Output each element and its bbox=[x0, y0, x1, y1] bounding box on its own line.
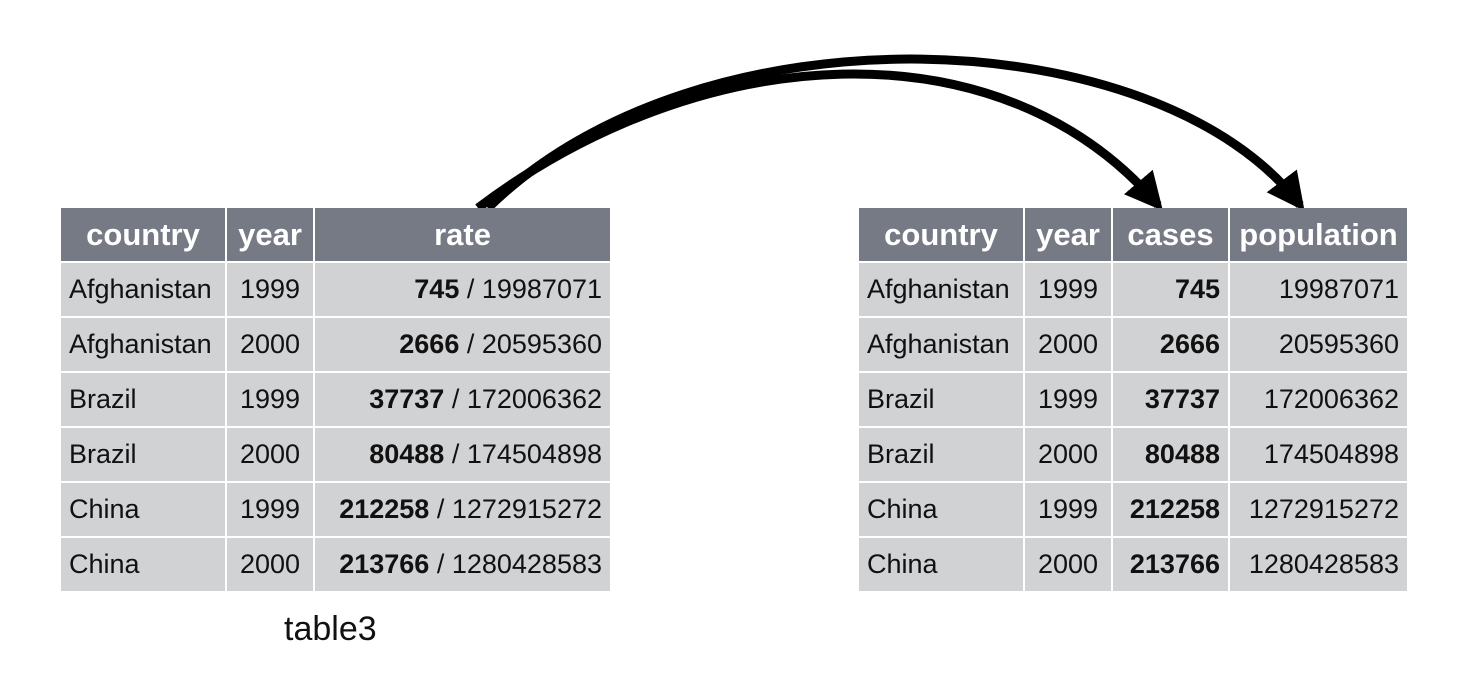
cases-value: 80488 bbox=[1144, 439, 1220, 469]
rate-population: 20595360 bbox=[481, 329, 602, 359]
cell-country: China bbox=[859, 481, 1025, 537]
header-rate: rate bbox=[314, 208, 610, 262]
table-row: China 2000 213766 / 1280428583 bbox=[61, 536, 610, 591]
header-row: country year cases population bbox=[859, 208, 1407, 262]
cell-cases: 212258 bbox=[1112, 481, 1230, 537]
rate-cases: 80488 bbox=[369, 439, 445, 469]
separated-table: country year cases population Afghanista… bbox=[859, 208, 1407, 591]
rate-separator: / bbox=[444, 439, 467, 469]
table-row: Afghanistan 2000 2666 20595360 bbox=[859, 316, 1407, 372]
cell-year: 1999 bbox=[226, 371, 315, 427]
cases-value: 745 bbox=[1174, 274, 1220, 304]
rate-separator: / bbox=[459, 274, 482, 304]
cases-value: 212258 bbox=[1129, 494, 1220, 524]
cell-population: 172006362 bbox=[1229, 371, 1407, 427]
cell-rate: 80488 / 174504898 bbox=[314, 426, 610, 482]
rate-population: 19987071 bbox=[481, 274, 602, 304]
cell-rate: 2666 / 20595360 bbox=[314, 316, 610, 372]
cell-cases: 80488 bbox=[1112, 426, 1230, 482]
cell-rate: 745 / 19987071 bbox=[314, 261, 610, 317]
header-year: year bbox=[226, 208, 315, 262]
table-row: Afghanistan 1999 745 19987071 bbox=[859, 261, 1407, 317]
cases-value: 213766 bbox=[1129, 549, 1220, 579]
cell-year: 2000 bbox=[1024, 316, 1113, 372]
table-row: Afghanistan 2000 2666 / 20595360 bbox=[61, 316, 610, 372]
table-row: China 1999 212258 1272915272 bbox=[859, 481, 1407, 537]
header-country: country bbox=[859, 208, 1025, 262]
cell-country: Afghanistan bbox=[859, 261, 1025, 317]
cell-population: 1272915272 bbox=[1229, 481, 1407, 537]
cell-cases: 2666 bbox=[1112, 316, 1230, 372]
cell-rate: 212258 / 1272915272 bbox=[314, 481, 610, 537]
rate-population: 172006362 bbox=[466, 384, 602, 414]
table-row: Brazil 2000 80488 / 174504898 bbox=[61, 426, 610, 482]
rate-population: 174504898 bbox=[466, 439, 602, 469]
cell-population: 1280428583 bbox=[1229, 536, 1407, 591]
cell-year: 2000 bbox=[226, 536, 315, 591]
cell-country: China bbox=[61, 481, 227, 537]
cell-population: 174504898 bbox=[1229, 426, 1407, 482]
cell-country: Brazil bbox=[859, 371, 1025, 427]
cell-rate: 213766 / 1280428583 bbox=[314, 536, 610, 591]
cell-country: China bbox=[61, 536, 227, 591]
rate-cases: 745 bbox=[414, 274, 460, 304]
cell-year: 2000 bbox=[1024, 426, 1113, 482]
cell-cases: 213766 bbox=[1112, 536, 1230, 591]
cell-population: 19987071 bbox=[1229, 261, 1407, 317]
table-row: China 2000 213766 1280428583 bbox=[859, 536, 1407, 591]
rate-population: 1272915272 bbox=[451, 494, 602, 524]
cell-year: 1999 bbox=[226, 261, 315, 317]
cell-country: Brazil bbox=[859, 426, 1025, 482]
table-row: China 1999 212258 / 1272915272 bbox=[61, 481, 610, 537]
table3: country year rate Afghanistan 1999 745 /… bbox=[61, 208, 610, 591]
table-caption: table3 bbox=[284, 610, 377, 648]
cell-rate: 37737 / 172006362 bbox=[314, 371, 610, 427]
cases-value: 2666 bbox=[1159, 329, 1220, 359]
rate-separator: / bbox=[429, 549, 452, 579]
cell-cases: 745 bbox=[1112, 261, 1230, 317]
header-population: population bbox=[1229, 208, 1407, 262]
cell-country: China bbox=[859, 536, 1025, 591]
header-row: country year rate bbox=[61, 208, 610, 262]
table-row: Brazil 2000 80488 174504898 bbox=[859, 426, 1407, 482]
cell-population: 20595360 bbox=[1229, 316, 1407, 372]
cell-year: 2000 bbox=[226, 316, 315, 372]
cell-cases: 37737 bbox=[1112, 371, 1230, 427]
rate-population: 1280428583 bbox=[451, 549, 602, 579]
cell-country: Brazil bbox=[61, 426, 227, 482]
cell-country: Afghanistan bbox=[61, 261, 227, 317]
cell-year: 1999 bbox=[1024, 371, 1113, 427]
rate-cases: 212258 bbox=[339, 494, 430, 524]
rate-separator: / bbox=[444, 384, 467, 414]
cell-country: Afghanistan bbox=[61, 316, 227, 372]
table-row: Brazil 1999 37737 172006362 bbox=[859, 371, 1407, 427]
cell-country: Brazil bbox=[61, 371, 227, 427]
cell-year: 1999 bbox=[1024, 481, 1113, 537]
arrow-to-population bbox=[484, 54, 1305, 212]
cell-year: 2000 bbox=[1024, 536, 1113, 591]
rate-cases: 213766 bbox=[339, 549, 430, 579]
cell-country: Afghanistan bbox=[859, 316, 1025, 372]
table-row: Brazil 1999 37737 / 172006362 bbox=[61, 371, 610, 427]
cell-year: 2000 bbox=[226, 426, 315, 482]
rate-cases: 2666 bbox=[399, 329, 460, 359]
rate-separator: / bbox=[459, 329, 482, 359]
table-row: Afghanistan 1999 745 / 19987071 bbox=[61, 261, 610, 317]
header-country: country bbox=[61, 208, 227, 262]
cell-year: 1999 bbox=[1024, 261, 1113, 317]
rate-separator: / bbox=[429, 494, 452, 524]
rate-cases: 37737 bbox=[369, 384, 445, 414]
cell-year: 1999 bbox=[226, 481, 315, 537]
header-year: year bbox=[1024, 208, 1113, 262]
header-cases: cases bbox=[1112, 208, 1230, 262]
cases-value: 37737 bbox=[1144, 384, 1220, 414]
